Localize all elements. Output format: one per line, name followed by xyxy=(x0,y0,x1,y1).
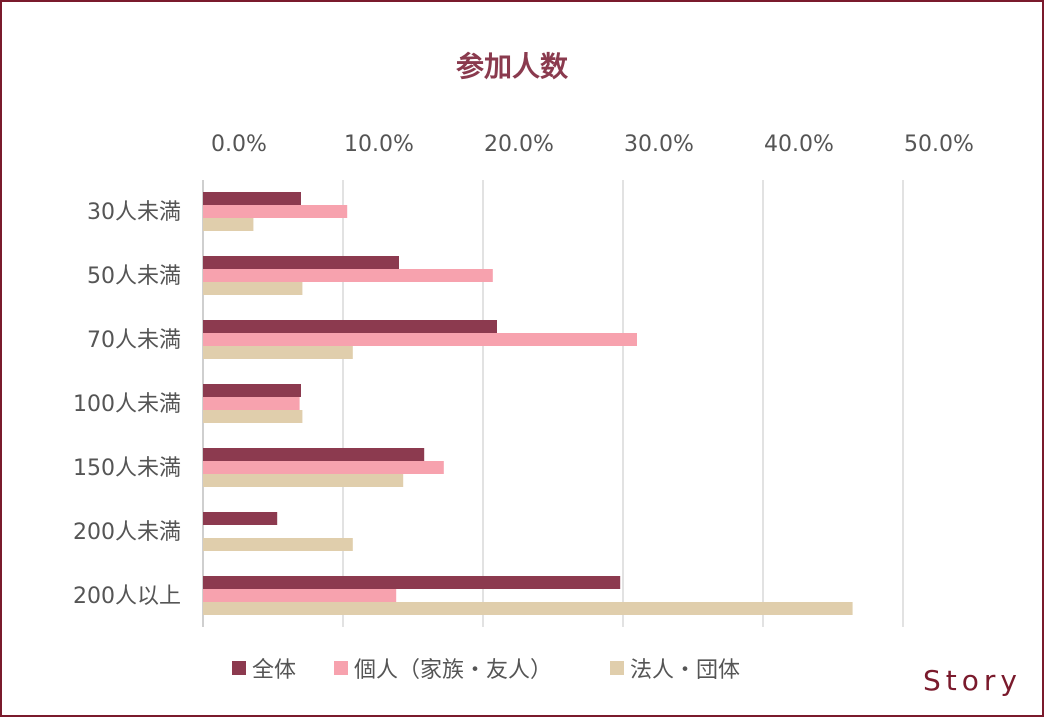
legend: 全体 個人（家族・友人） 法人・団体 xyxy=(232,658,740,683)
bar xyxy=(203,218,254,231)
bar xyxy=(203,384,301,397)
gridlines xyxy=(202,180,904,627)
category-label: 70人未満 xyxy=(87,328,181,353)
category-label: 200人以上 xyxy=(73,584,181,609)
bars xyxy=(203,192,853,615)
bar xyxy=(203,269,493,282)
bar xyxy=(203,282,303,295)
chart-title: 参加人数 xyxy=(456,50,569,83)
x-tick-label: 10.0% xyxy=(344,132,414,157)
bar xyxy=(203,205,348,218)
bar xyxy=(203,256,399,269)
x-tick-label: 20.0% xyxy=(484,132,554,157)
bar xyxy=(203,448,425,461)
bar xyxy=(203,474,404,487)
legend-swatch xyxy=(232,661,246,675)
bar xyxy=(203,397,300,410)
legend-swatch xyxy=(610,661,624,675)
story-logo: Story xyxy=(923,664,1022,697)
legend-label: 法人・団体 xyxy=(630,658,740,683)
category-label: 150人未満 xyxy=(73,456,181,481)
category-label: 30人未満 xyxy=(87,200,181,225)
bar xyxy=(203,346,353,359)
bar xyxy=(203,576,621,589)
y-axis-categories: 30人未満 50人未満 70人未満 100人未満 150人未満 200人未満 200人以上 xyxy=(73,200,181,609)
bar xyxy=(203,538,353,551)
x-tick-label: 30.0% xyxy=(624,132,694,157)
x-tick-label: 40.0% xyxy=(764,132,834,157)
bar xyxy=(203,461,444,474)
x-axis-ticks: 0.0% 10.0% 20.0% 30.0% 40.0% 50.0% xyxy=(211,132,974,157)
x-tick-label: 50.0% xyxy=(904,132,974,157)
x-tick-label: 0.0% xyxy=(211,132,267,157)
bar xyxy=(203,320,497,333)
bar xyxy=(203,602,853,615)
bar xyxy=(203,512,278,525)
legend-label: 個人（家族・友人） xyxy=(354,658,552,683)
bar xyxy=(203,333,637,346)
category-label: 50人未満 xyxy=(87,264,181,289)
bar xyxy=(203,589,397,602)
category-label: 200人未満 xyxy=(73,520,181,545)
bar xyxy=(203,410,303,423)
legend-label: 全体 xyxy=(252,658,296,683)
category-label: 100人未満 xyxy=(73,392,181,417)
legend-swatch xyxy=(334,661,348,675)
bar xyxy=(203,192,301,205)
